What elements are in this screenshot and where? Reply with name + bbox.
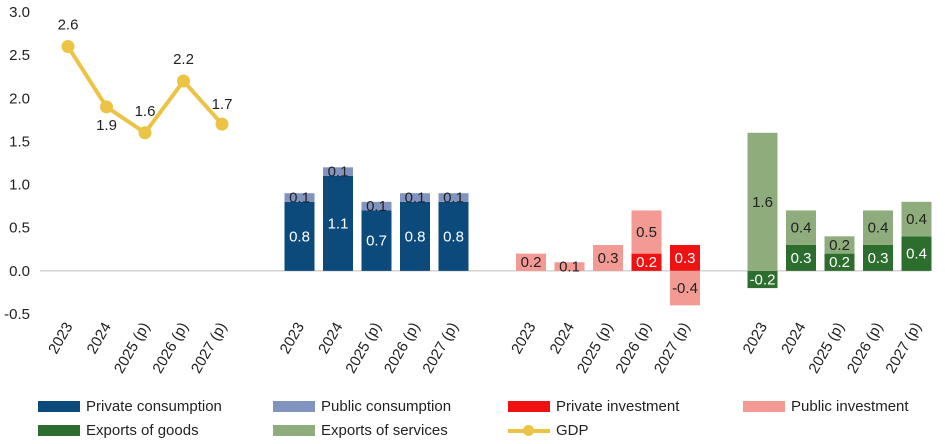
bar-private-investment [670, 244, 700, 271]
y-tick-label: -0.5 [4, 306, 30, 323]
bar-exports-of-services [786, 210, 816, 245]
bar-private-consumption [361, 210, 392, 271]
bar-public-consumption [284, 193, 315, 202]
data-label: 0.1 [328, 164, 349, 181]
bar-private-consumption [284, 201, 315, 271]
y-tick-label: 2.0 [9, 90, 30, 107]
y-tick-label: 0.5 [9, 220, 30, 237]
bar-public-investment [593, 244, 623, 271]
gdp-line-series: 2.6 1.9 1.6 2.2 1.7 [58, 17, 233, 140]
x-tick-label: 2026 (p) [612, 320, 655, 377]
y-tick-label: 0.0 [9, 263, 30, 280]
data-label: 0.4 [791, 220, 812, 237]
data-label: 0.1 [366, 198, 387, 215]
data-label: 0.1 [289, 190, 310, 207]
gdp-data-label: 1.9 [96, 117, 117, 134]
y-tick-label: 3.0 [9, 4, 30, 21]
data-label: 0.4 [868, 220, 889, 237]
bar-exports-of-services [824, 236, 855, 254]
data-label: 0.2 [829, 237, 850, 254]
bar-public-investment [670, 270, 700, 306]
data-label: 0.7 [366, 233, 387, 250]
bar-public-investment [516, 253, 546, 271]
gdp-point [138, 126, 152, 140]
gdp-data-label: 1.7 [212, 96, 233, 113]
x-tick-label: 2027 (p) [419, 320, 462, 377]
bar-private-consumption [323, 175, 353, 271]
bar-exports-of-goods [824, 253, 855, 271]
bar-public-consumption [400, 193, 430, 202]
x-tick-label: 2024 [84, 320, 115, 357]
data-label: 0.2 [829, 254, 850, 271]
bar-public-consumption [438, 193, 469, 202]
bar-public-consumption [323, 167, 353, 176]
x-tick-label: 2025 (p) [342, 320, 385, 377]
data-label: 0.1 [559, 259, 580, 276]
bar-exports-of-services [863, 210, 893, 245]
x-tick-label: 2027 (p) [188, 320, 231, 377]
gdp-point [100, 100, 113, 114]
bar-exports-of-goods [786, 244, 816, 271]
bar-private-consumption [400, 201, 430, 271]
bar-public-consumption [361, 201, 392, 211]
gdp-point [61, 40, 75, 54]
data-label: 0.2 [636, 254, 657, 271]
x-tick-label: 2023 [45, 320, 76, 357]
data-label: 0.1 [405, 190, 426, 207]
data-label: 0.8 [289, 228, 310, 245]
x-tick-label: 2025 (p) [111, 320, 154, 377]
bar-public-investment [554, 262, 585, 271]
x-tick-label: 2024 [547, 320, 578, 357]
gdp-data-label: 2.2 [173, 51, 194, 68]
bar-series: 0.8 0.1 1.1 0.1 0.7 0.1 0.8 0.1 0.8 0.1 0.2 0.1 0.3 0… [284, 132, 932, 306]
data-label: -0.4 [672, 280, 698, 297]
data-label: 1.1 [328, 215, 349, 232]
gdp-line [66, 45, 224, 135]
x-tick-label: 2025 (p) [574, 320, 617, 377]
data-label: 0.3 [791, 250, 812, 267]
y-tick-label: 1.5 [9, 133, 30, 150]
y-tick-label: 1.0 [9, 177, 30, 194]
gdp-point [215, 117, 229, 131]
x-tick-label: 2027 (p) [882, 320, 925, 377]
bar-exports-of-goods [863, 244, 893, 271]
gdp-data-label: 2.6 [58, 17, 79, 34]
x-tick-label: 2026 (p) [149, 320, 192, 377]
data-label: 0.3 [598, 250, 619, 267]
x-tick-label: 2023 [740, 320, 771, 357]
gdp-data-label: 1.6 [135, 103, 156, 120]
x-tick-label: 2026 (p) [381, 320, 424, 377]
data-label: 0.5 [636, 224, 657, 241]
bar-exports-of-services [747, 132, 778, 271]
y-axis: 3.0 2.5 2.0 1.5 1.0 0.5 0.0 -0.5 [4, 4, 30, 323]
bar-private-consumption [438, 201, 469, 271]
data-label: -0.2 [750, 271, 776, 288]
bar-public-investment [631, 210, 662, 254]
data-label: 0.2 [521, 254, 542, 271]
x-tick-label: 2023 [508, 320, 539, 357]
x-tick-label: 2026 (p) [844, 320, 887, 377]
data-label: 0.8 [405, 228, 426, 245]
x-tick-label: 2025 (p) [805, 320, 848, 377]
data-label: 0.4 [906, 246, 927, 263]
x-tick-label: 2024 [778, 320, 809, 357]
bar-exports-of-goods [901, 236, 932, 271]
data-label: 0.1 [443, 190, 464, 207]
data-label: 0.3 [675, 250, 696, 267]
data-label: 0.8 [443, 228, 464, 245]
gdp-point [177, 74, 190, 88]
data-label: 1.6 [752, 194, 773, 211]
x-tick-label: 2024 [315, 320, 346, 357]
x-tick-label: 2023 [277, 320, 308, 357]
data-label: 0.4 [906, 211, 927, 228]
bar-private-investment [631, 253, 662, 271]
data-label: 0.3 [868, 250, 889, 267]
x-tick-label: 2027 (p) [651, 320, 694, 377]
bar-exports-of-goods [747, 270, 778, 289]
bar-exports-of-services [901, 201, 932, 237]
y-tick-label: 2.5 [9, 47, 30, 64]
